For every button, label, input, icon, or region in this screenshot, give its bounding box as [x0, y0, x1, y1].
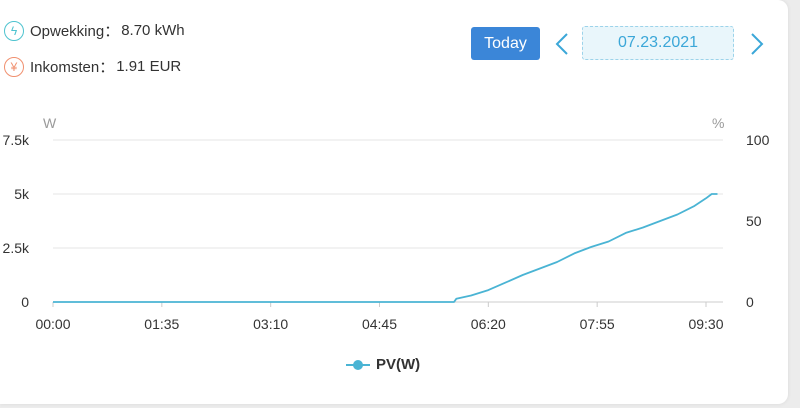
yen-icon: ¥: [4, 56, 24, 77]
x-tick-label: 04:45: [362, 316, 397, 332]
series-line-pv: [53, 193, 718, 303]
generation-label: Opwekking：: [30, 23, 120, 40]
y-right-unit-label: %: [712, 115, 724, 131]
y-right-tick-label: 50: [746, 213, 762, 229]
y-left-unit-label: W: [43, 115, 57, 131]
y-left-tick-label: 2.5k: [3, 240, 30, 256]
x-tick-label: 06:20: [471, 316, 506, 332]
legend-label: PV(W): [376, 356, 421, 373]
bolt-icon: ϟ: [4, 20, 24, 41]
date-picker[interactable]: 07.23.2021: [582, 26, 734, 60]
income-stat: ¥ Inkomsten： 1.91 EUR: [4, 56, 181, 77]
income-value: 1.91 EUR: [116, 58, 182, 75]
legend-line-marker: [346, 359, 370, 370]
x-tick-label: 09:30: [688, 316, 723, 332]
pv-line-chart: 0 2.5k 5k 7.5k 0 50 100 W % 00:00 01:35 03:10 04:45 0…: [3, 115, 770, 332]
chevron-right-icon[interactable]: [744, 28, 768, 60]
chevron-left-icon[interactable]: [551, 28, 575, 60]
y-left-tick-label: 7.5k: [3, 132, 30, 148]
x-tick-label: 07:55: [580, 316, 615, 332]
energy-card: ϟ Opwekking： 8.70 kWh ¥ Inkomsten： 1.91 …: [0, 0, 788, 404]
today-button[interactable]: Today: [471, 27, 540, 60]
generation-stat: ϟ Opwekking： 8.70 kWh: [4, 20, 185, 41]
x-tick-label: 03:10: [253, 316, 288, 332]
y-right-tick-label: 0: [746, 294, 754, 310]
x-tick-label: 00:00: [35, 316, 70, 332]
y-right-tick-label: 100: [746, 132, 770, 148]
generation-value: 8.70 kWh: [121, 22, 185, 39]
y-left-tick-label: 0: [21, 294, 29, 310]
x-tick-label: 01:35: [144, 316, 179, 332]
y-left-tick-label: 5k: [14, 186, 30, 202]
legend-item-pv[interactable]: PV(W): [346, 356, 420, 373]
income-label: Inkomsten：: [30, 59, 115, 76]
